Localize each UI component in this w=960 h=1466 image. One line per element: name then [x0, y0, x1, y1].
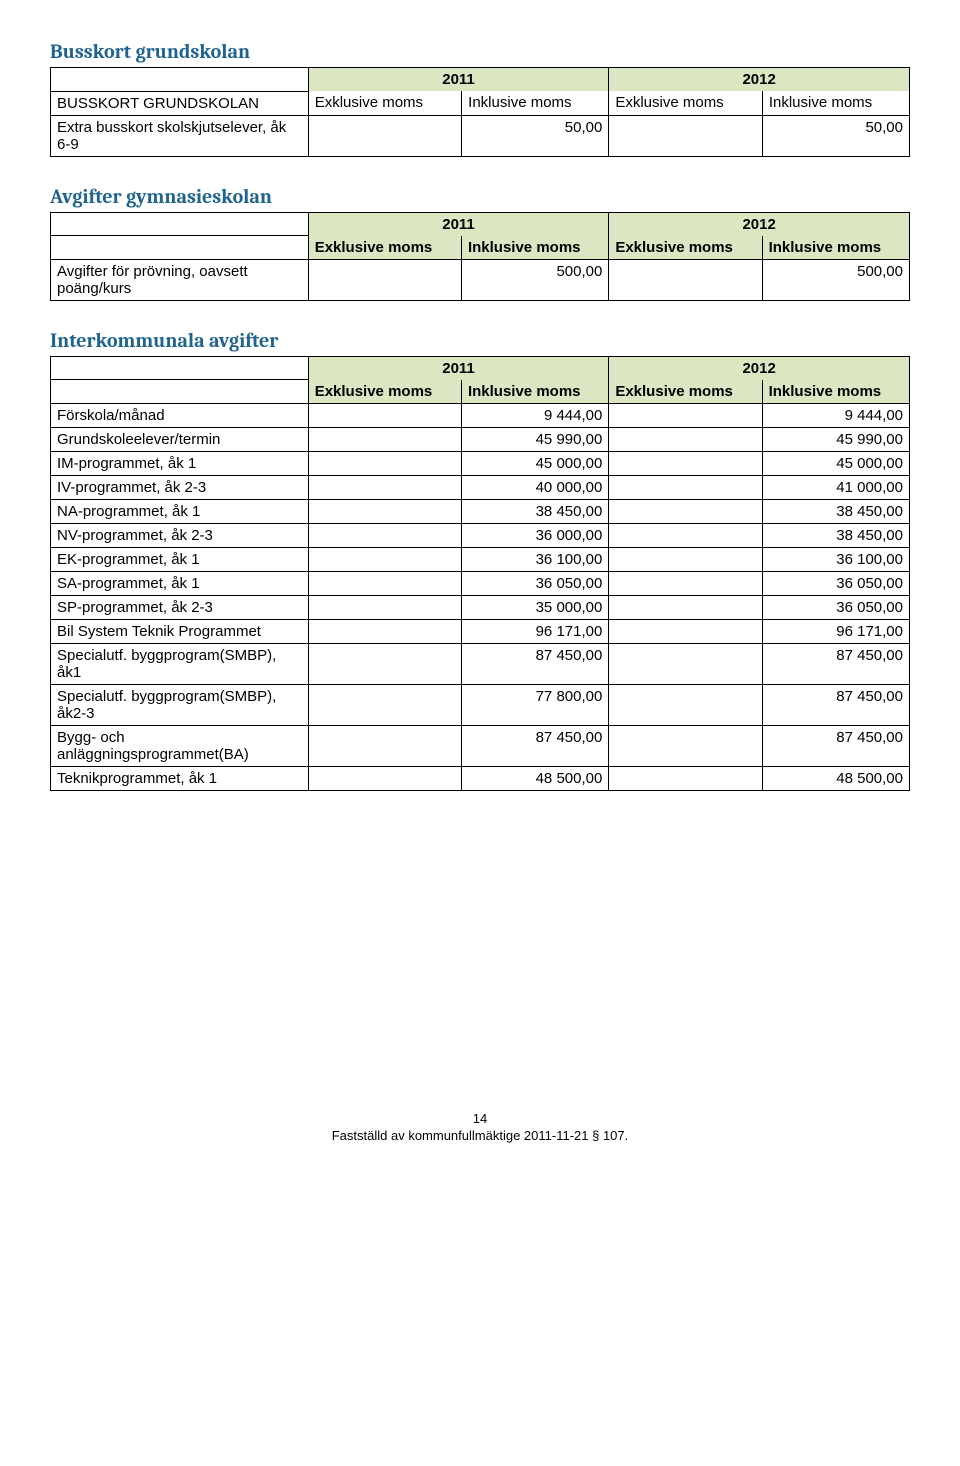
row-label: EK-programmet, åk 1 [51, 547, 309, 571]
table-row: Extra busskort skolskjutselever, åk 6-9 … [51, 115, 910, 156]
table-row: IM-programmet, åk 1 45 000,00 45 000,00 [51, 451, 910, 475]
section1-title: Busskort grundskolan [50, 40, 910, 63]
table-row: Specialutf. byggprogram(SMBP), åk2-3 77 8… [51, 684, 910, 725]
row-label: Grundskoleelever/termin [51, 427, 309, 451]
section2-year2: 2012 [609, 212, 910, 236]
page-number: 14 [50, 1111, 910, 1126]
table-row: SP-programmet, åk 2-3 35 000,00 36 050,00 [51, 595, 910, 619]
row-label: Förskola/månad [51, 403, 309, 427]
section2-year1: 2011 [308, 212, 609, 236]
table-row: Specialutf. byggprogram(SMBP), åk1 87 450… [51, 643, 910, 684]
row-value: 48 500,00 [762, 766, 909, 790]
section3-col1: Exklusive moms [308, 380, 461, 404]
section2-col4: Inklusive moms [762, 236, 909, 260]
row-value: 45 000,00 [461, 451, 608, 475]
footer-text: Fastställd av kommunfullmäktige 2011-11-… [50, 1128, 910, 1143]
row-label: Extra busskort skolskjutselever, åk 6-9 [51, 115, 309, 156]
row-value: 36 100,00 [461, 547, 608, 571]
row-value: 48 500,00 [461, 766, 608, 790]
section3-col3: Exklusive moms [609, 380, 762, 404]
row-value: 9 444,00 [461, 403, 608, 427]
row-value: 96 171,00 [461, 619, 608, 643]
row-label: Teknikprogrammet, åk 1 [51, 766, 309, 790]
row-value: 40 000,00 [461, 475, 608, 499]
section3-title: Interkommunala avgifter [50, 329, 910, 352]
row-label: Bil System Teknik Programmet [51, 619, 309, 643]
section3-year2: 2012 [609, 356, 910, 380]
section3-col4: Inklusive moms [762, 380, 909, 404]
section2-title: Avgifter gymnasieskolan [50, 185, 910, 208]
row-value: 87 450,00 [762, 643, 909, 684]
row-value: 45 990,00 [461, 427, 608, 451]
section1-col1: Exklusive moms [308, 91, 461, 115]
row-label: SA-programmet, åk 1 [51, 571, 309, 595]
row-value: 45 990,00 [762, 427, 909, 451]
section1-col4: Inklusive moms [762, 91, 909, 115]
page-footer: 14 Fastställd av kommunfullmäktige 2011-… [50, 1111, 910, 1143]
section1-year1: 2011 [308, 68, 609, 92]
row-value: 500,00 [461, 259, 608, 300]
table-row: NA-programmet, åk 1 38 450,00 38 450,00 [51, 499, 910, 523]
row-value: 87 450,00 [762, 725, 909, 766]
table-row: Förskola/månad 9 444,00 9 444,00 [51, 403, 910, 427]
row-value: 38 450,00 [762, 499, 909, 523]
row-value: 500,00 [762, 259, 909, 300]
row-label: NV-programmet, åk 2-3 [51, 523, 309, 547]
row-value: 87 450,00 [461, 643, 608, 684]
row-value: 36 050,00 [461, 571, 608, 595]
section1-table: 2011 2012 BUSSKORT GRUNDSKOLAN Exklusive… [50, 67, 910, 157]
table-row: Bil System Teknik Programmet 96 171,00 96 … [51, 619, 910, 643]
row-value: 50,00 [762, 115, 909, 156]
section1-rowlabel-header: BUSSKORT GRUNDSKOLAN [51, 91, 309, 115]
section1-col2: Inklusive moms [462, 91, 609, 115]
table-row: Bygg- och anläggningsprogrammet(BA) 87 45… [51, 725, 910, 766]
row-value: 36 000,00 [461, 523, 608, 547]
table-row: IV-programmet, åk 2-3 40 000,00 41 000,00 [51, 475, 910, 499]
row-label: NA-programmet, åk 1 [51, 499, 309, 523]
row-label: Specialutf. byggprogram(SMBP), åk2-3 [51, 684, 309, 725]
row-value: 9 444,00 [762, 403, 909, 427]
table-row: EK-programmet, åk 1 36 100,00 36 100,00 [51, 547, 910, 571]
row-value: 38 450,00 [461, 499, 608, 523]
row-value: 77 800,00 [461, 684, 608, 725]
row-label: SP-programmet, åk 2-3 [51, 595, 309, 619]
row-label: Bygg- och anläggningsprogrammet(BA) [51, 725, 309, 766]
section2-col1: Exklusive moms [308, 236, 461, 260]
section1-year2: 2012 [609, 68, 910, 92]
table-row: Teknikprogrammet, åk 1 48 500,00 48 500,00 [51, 766, 910, 790]
section3-table: 2011 2012 Exklusive moms Inklusive moms … [50, 356, 910, 791]
section2-table: 2011 2012 Exklusive moms Inklusive moms … [50, 212, 910, 301]
section3-col2: Inklusive moms [461, 380, 608, 404]
row-label: Avgifter för prövning, oavsett poäng/kur… [51, 259, 309, 300]
row-value: 36 100,00 [762, 547, 909, 571]
row-value: 38 450,00 [762, 523, 909, 547]
row-label: IM-programmet, åk 1 [51, 451, 309, 475]
section2-col3: Exklusive moms [609, 236, 762, 260]
table-row: Avgifter för prövning, oavsett poäng/kur… [51, 259, 910, 300]
section3-year1: 2011 [308, 356, 609, 380]
row-value: 87 450,00 [461, 725, 608, 766]
row-value: 45 000,00 [762, 451, 909, 475]
table-row: Grundskoleelever/termin 45 990,00 45 990,0… [51, 427, 910, 451]
row-value: 50,00 [462, 115, 609, 156]
row-value: 36 050,00 [762, 595, 909, 619]
table-row: NV-programmet, åk 2-3 36 000,00 38 450,00 [51, 523, 910, 547]
row-value: 41 000,00 [762, 475, 909, 499]
section1-col3: Exklusive moms [609, 91, 762, 115]
row-value: 35 000,00 [461, 595, 608, 619]
row-label: Specialutf. byggprogram(SMBP), åk1 [51, 643, 309, 684]
table-row: SA-programmet, åk 1 36 050,00 36 050,00 [51, 571, 910, 595]
row-value: 36 050,00 [762, 571, 909, 595]
row-value: 87 450,00 [762, 684, 909, 725]
section2-col2: Inklusive moms [461, 236, 608, 260]
row-value: 96 171,00 [762, 619, 909, 643]
row-label: IV-programmet, åk 2-3 [51, 475, 309, 499]
